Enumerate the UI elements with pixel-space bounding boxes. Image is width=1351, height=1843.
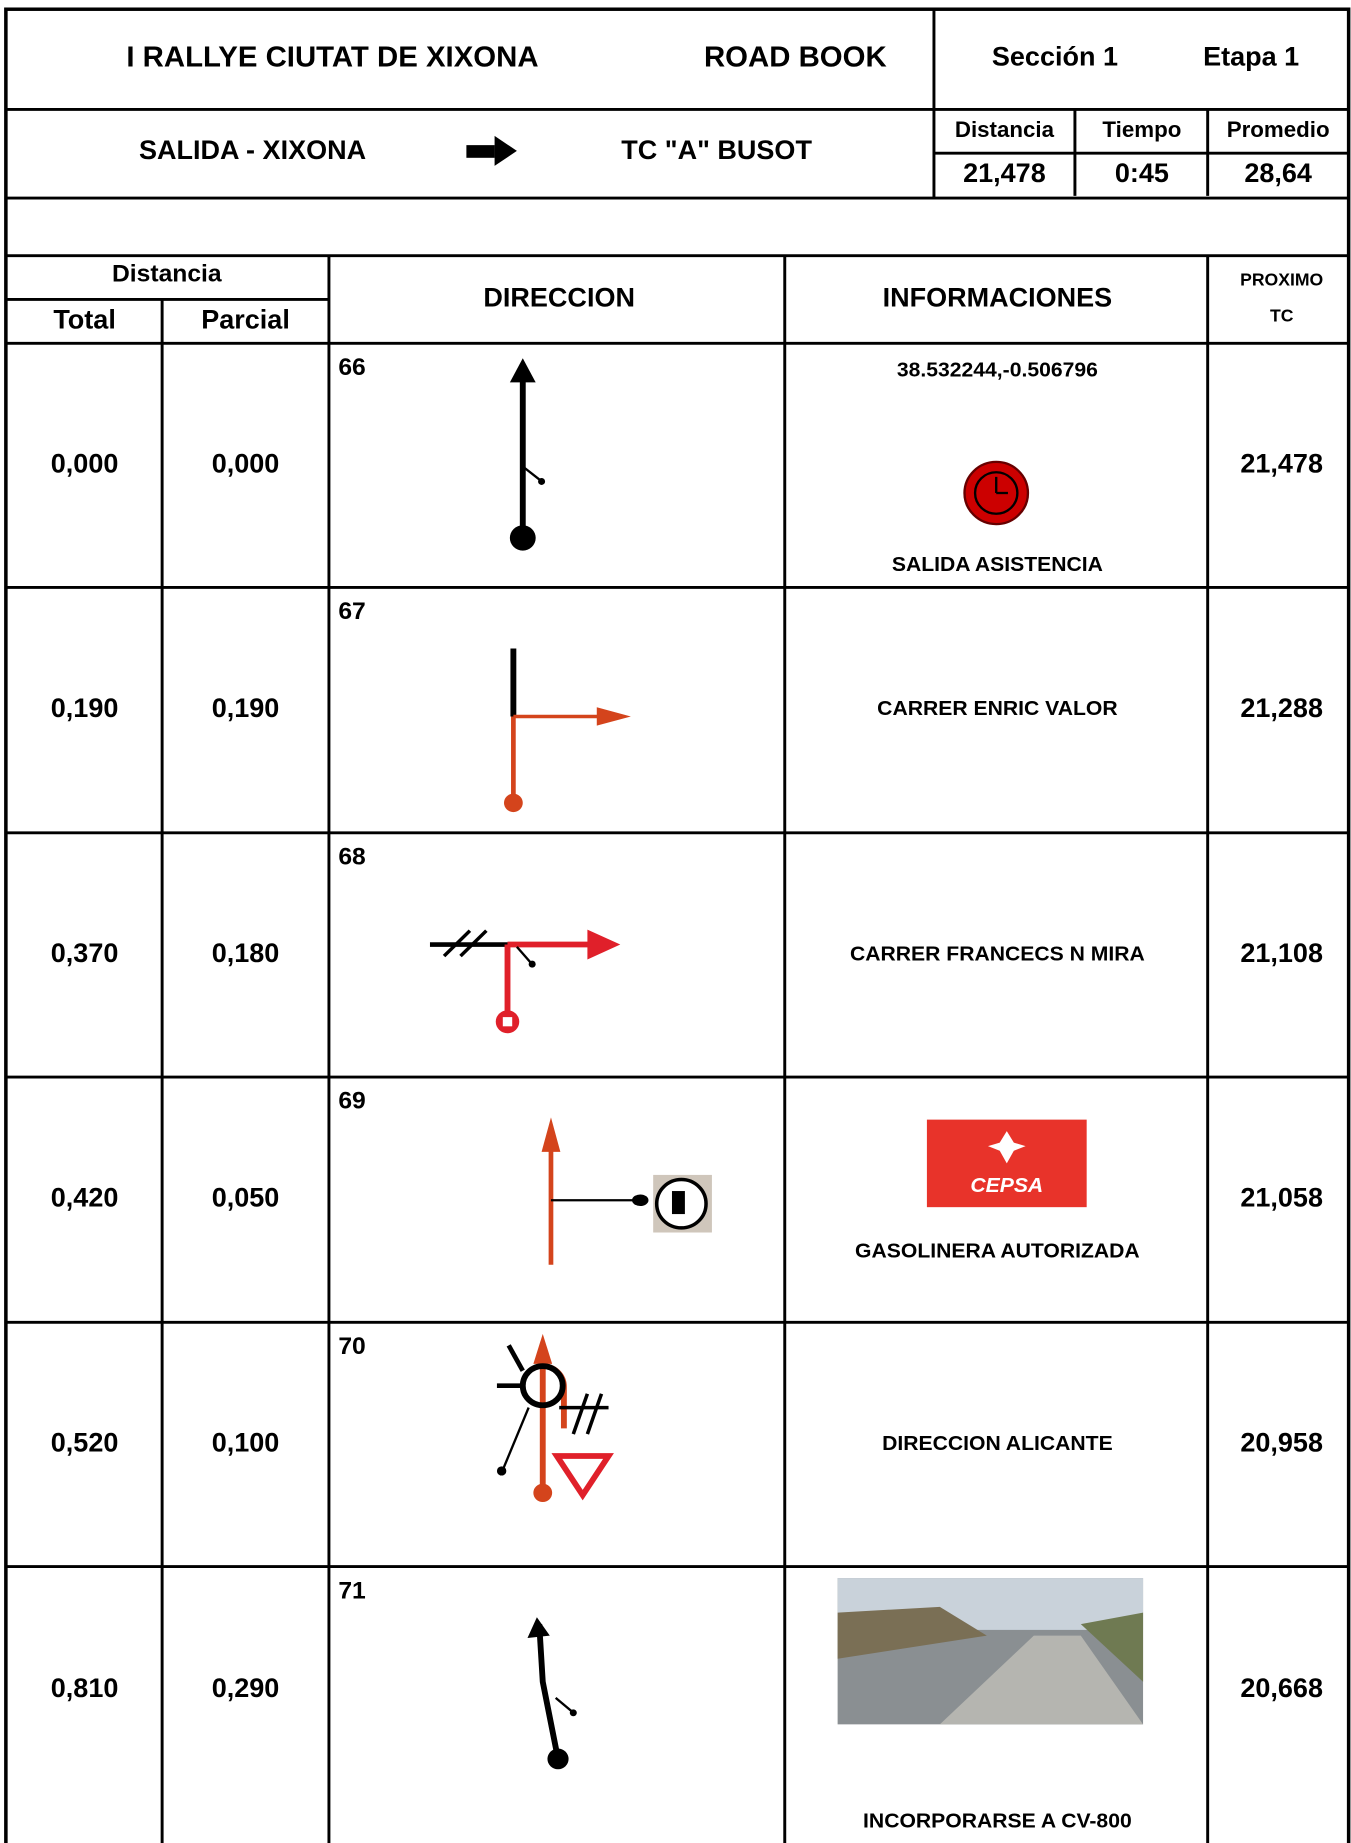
title: I RALLYE CIUTAT DE XIXONA xyxy=(126,42,538,74)
summary-label: Tiempo xyxy=(1102,117,1181,142)
total-distance: 0,190 xyxy=(51,693,119,723)
icon-67 xyxy=(503,648,631,813)
stage: Etapa 1 xyxy=(1203,42,1299,72)
next-tc: 21,058 xyxy=(1240,1183,1323,1213)
info: CARRER FRANCECS N MIRA xyxy=(850,943,1145,966)
info: CARRER ENRIC VALOR xyxy=(877,697,1117,720)
summary-value: 0:45 xyxy=(1115,158,1169,188)
row-number: 70 xyxy=(338,1333,365,1360)
row-number: 68 xyxy=(338,844,365,871)
row-number: 71 xyxy=(338,1577,365,1604)
row-number: 67 xyxy=(338,598,365,625)
total-distance: 0,420 xyxy=(51,1183,119,1213)
partial-distance: 0,290 xyxy=(212,1673,280,1703)
partial-distance: 0,000 xyxy=(212,449,280,479)
summary-value: 28,64 xyxy=(1244,158,1312,188)
total-distance: 0,370 xyxy=(51,938,119,968)
next-tc-header: TC xyxy=(1270,305,1294,325)
info: DIRECCION ALICANTE xyxy=(882,1432,1113,1455)
icon-66 xyxy=(509,358,1030,551)
next-tc: 21,108 xyxy=(1240,938,1323,968)
subtitle: ROAD BOOK xyxy=(704,42,887,74)
next-tc: 21,478 xyxy=(1240,449,1323,479)
partial-distance: 0,050 xyxy=(212,1183,280,1213)
info: INCORPORARSE A CV-800 xyxy=(863,1810,1132,1833)
summary-label: Distancia xyxy=(955,117,1055,142)
partial-header: Parcial xyxy=(201,305,290,335)
icon-71 xyxy=(527,1578,1144,1770)
icon-70 xyxy=(496,1333,614,1503)
total-distance: 0,000 xyxy=(51,449,119,479)
info-header: INFORMACIONES xyxy=(883,283,1113,313)
total-distance: 0,810 xyxy=(51,1673,119,1703)
summary-value: 21,478 xyxy=(963,158,1046,188)
next-tc-header: PROXIMO xyxy=(1240,270,1323,290)
total-distance: 0,520 xyxy=(51,1428,119,1458)
partial-distance: 0,190 xyxy=(212,693,280,723)
info: GASOLINERA AUTORIZADA xyxy=(855,1240,1140,1263)
info: SALIDA ASISTENCIA xyxy=(892,553,1103,576)
next-tc: 21,288 xyxy=(1240,693,1323,723)
partial-distance: 0,180 xyxy=(212,938,280,968)
section: Sección 1 xyxy=(992,42,1118,72)
row-number: 66 xyxy=(338,354,365,381)
icon-69 xyxy=(541,1117,1087,1265)
direction-header: DIRECCION xyxy=(483,283,635,313)
logo: CEPSA xyxy=(970,1174,1043,1197)
route-from: SALIDA - XIXONA xyxy=(139,135,366,165)
coordinates: 38.532244,-0.506796 xyxy=(897,359,1098,382)
route-to: TC "A" BUSOT xyxy=(621,135,812,165)
icon-68 xyxy=(429,929,621,1034)
total-header: Total xyxy=(53,305,116,335)
row-number: 69 xyxy=(338,1088,365,1115)
next-tc: 20,668 xyxy=(1240,1673,1323,1703)
grid xyxy=(4,7,1351,1843)
route-arrow xyxy=(466,135,517,166)
next-tc: 20,958 xyxy=(1240,1428,1323,1458)
partial-distance: 0,100 xyxy=(212,1428,280,1458)
distance-header: Distancia xyxy=(112,261,222,288)
summary-label: Promedio xyxy=(1227,117,1330,142)
